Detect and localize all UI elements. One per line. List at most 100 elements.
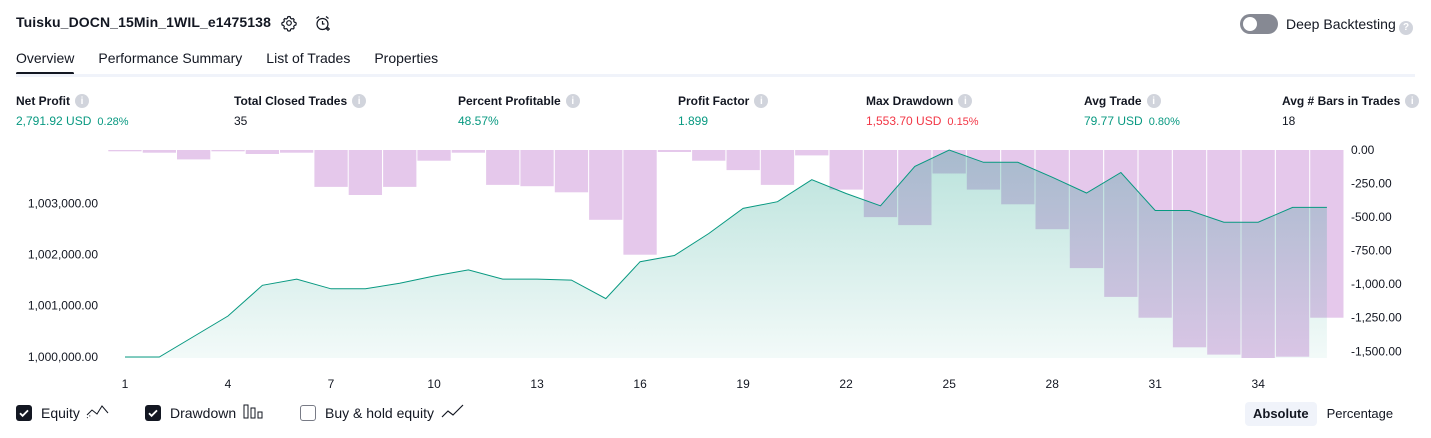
stat-label: Total Closed Trades	[234, 94, 348, 108]
stat-sub-value: 0.15%	[947, 116, 979, 128]
drawdown-bar	[211, 150, 245, 152]
deep-backtesting-toggle[interactable]	[1240, 14, 1278, 34]
gear-icon[interactable]	[279, 13, 299, 33]
drawdown-bar	[520, 150, 554, 187]
tab-performance-summary[interactable]: Performance Summary	[98, 50, 243, 66]
equity-line-icon	[86, 402, 110, 423]
equity-area	[125, 150, 1327, 358]
drawdown-bar	[795, 150, 829, 156]
left-axis-tick: 1,002,000.00	[28, 248, 98, 262]
legend-equity[interactable]: Equity	[16, 402, 110, 423]
x-axis-tick: 16	[633, 377, 647, 391]
stat-value: 1,553.70 USD	[866, 114, 942, 128]
stat-label: Profit Factor	[678, 94, 750, 108]
right-axis-tick: 0.00	[1351, 143, 1375, 157]
legend-drawdown[interactable]: Drawdown	[145, 402, 265, 423]
drawdown-bar	[314, 150, 348, 187]
drawdown-bar	[486, 150, 520, 185]
checkbox-equity[interactable]	[16, 404, 32, 421]
left-axis-tick: 1,001,000.00	[28, 299, 98, 313]
tab-properties[interactable]: Properties	[374, 50, 439, 66]
right-axis-tick: -1,500.00	[1351, 344, 1402, 358]
x-axis-tick: 13	[530, 377, 544, 391]
drawdown-bar	[829, 150, 863, 190]
right-axis-tick: -1,250.00	[1351, 311, 1402, 325]
drawdown-bar	[383, 150, 417, 187]
info-icon[interactable]: i	[75, 94, 89, 108]
drawdown-bar	[692, 150, 726, 161]
x-axis-tick: 4	[225, 377, 232, 391]
right-axis-tick: -750.00	[1351, 244, 1392, 258]
stat-sub-value: 0.28%	[97, 116, 129, 128]
legend-label: Drawdown	[170, 404, 237, 421]
info-icon[interactable]: i	[1405, 94, 1420, 108]
stat-label: Percent Profitable	[458, 94, 561, 108]
info-icon[interactable]: i	[958, 94, 973, 108]
x-axis-tick: 31	[1149, 377, 1163, 391]
info-icon[interactable]: i	[352, 94, 367, 108]
drawdown-bar	[108, 150, 142, 152]
x-axis-tick: 7	[328, 377, 335, 391]
info-icon[interactable]: i	[1146, 94, 1161, 108]
stat-percent-profitable: Percent Profitable i 48.57%	[458, 94, 580, 128]
stat-label: Avg # Bars in Trades	[1282, 94, 1401, 108]
equity-line	[125, 149, 1327, 358]
drawdown-bar	[142, 150, 176, 153]
strategy-title: Tuisku_DOCN_15Min_1WIL_e1475138	[16, 14, 271, 30]
tab-bar: Overview Performance Summary List of Tra…	[16, 48, 450, 75]
drawdown-bar	[348, 150, 382, 195]
drawdown-bar	[245, 150, 279, 154]
right-axis-tick: -1,000.00	[1351, 277, 1402, 291]
stat-value: 18	[1282, 114, 1296, 128]
left-axis-tick: 1,003,000.00	[28, 196, 98, 210]
stat-max-drawdown: Max Drawdown i 1,553.70 USD 0.15%	[866, 94, 979, 128]
stat-value: 79.77 USD	[1084, 114, 1143, 128]
buy-hold-line-icon	[441, 402, 465, 423]
stat-value: 1.899	[678, 114, 709, 128]
stat-value: 48.57%	[458, 114, 499, 128]
drawdown-bar	[623, 150, 657, 255]
tab-divider	[16, 74, 1415, 77]
stat-value: 35	[234, 114, 248, 128]
drawdown-bar	[417, 150, 451, 161]
info-icon[interactable]: i	[754, 94, 769, 108]
checkbox-drawdown[interactable]	[145, 404, 161, 421]
x-axis-tick: 22	[839, 377, 853, 391]
drawdown-bars-icon	[243, 402, 265, 423]
legend-buy-hold[interactable]: Buy & hold equity	[300, 402, 465, 423]
stat-label: Max Drawdown	[866, 94, 954, 108]
drawdown-bar	[589, 150, 623, 220]
drawdown-bar	[554, 150, 589, 193]
stat-avg-trade: Avg Trade i 79.77 USD 0.80%	[1084, 94, 1180, 128]
tab-overview[interactable]: Overview	[16, 48, 86, 75]
help-icon[interactable]: ?	[1399, 17, 1413, 35]
stat-label: Net Profit	[16, 94, 70, 108]
x-axis-tick: 34	[1252, 377, 1266, 391]
percentage-button[interactable]: Percentage	[1326, 406, 1394, 421]
stat-total-closed-trades: Total Closed Trades i 35	[234, 94, 367, 128]
stat-profit-factor: Profit Factor i 1.899	[678, 94, 769, 128]
left-axis-tick: 1,000,000.00	[28, 350, 98, 364]
scale-toggle: Absolute Percentage	[1245, 402, 1401, 426]
stat-value: 2,791.92 USD	[16, 114, 92, 128]
checkbox-buy-hold[interactable]	[300, 404, 316, 421]
info-icon[interactable]: i	[565, 94, 580, 108]
drawdown-bar	[726, 150, 760, 171]
deep-backtesting-label: Deep Backtesting	[1286, 16, 1396, 32]
tab-list-of-trades[interactable]: List of Trades	[266, 50, 351, 66]
alarm-add-icon[interactable]	[313, 13, 333, 33]
x-axis-tick: 25	[943, 377, 957, 391]
equity-drawdown-chart[interactable]: 1,000,000.00 1,001,000.00 1,002,000.00 1,00…	[0, 140, 1431, 396]
stat-net-profit: Net Profit i 2,791.92 USD 0.28%	[16, 94, 129, 128]
stat-sub-value: 0.80%	[1148, 116, 1180, 128]
x-axis-tick: 1	[122, 377, 129, 391]
right-axis-tick: -250.00	[1351, 177, 1392, 191]
legend-label: Buy & hold equity	[325, 404, 434, 421]
stat-avg-bars-in-trades: Avg # Bars in Trades i 18	[1282, 94, 1420, 128]
x-axis-tick: 28	[1046, 377, 1060, 391]
drawdown-bar	[280, 150, 314, 153]
drawdown-bar	[177, 150, 211, 160]
x-axis-tick: 10	[427, 377, 441, 391]
drawdown-bar	[451, 150, 485, 153]
absolute-button[interactable]: Absolute	[1245, 402, 1317, 426]
